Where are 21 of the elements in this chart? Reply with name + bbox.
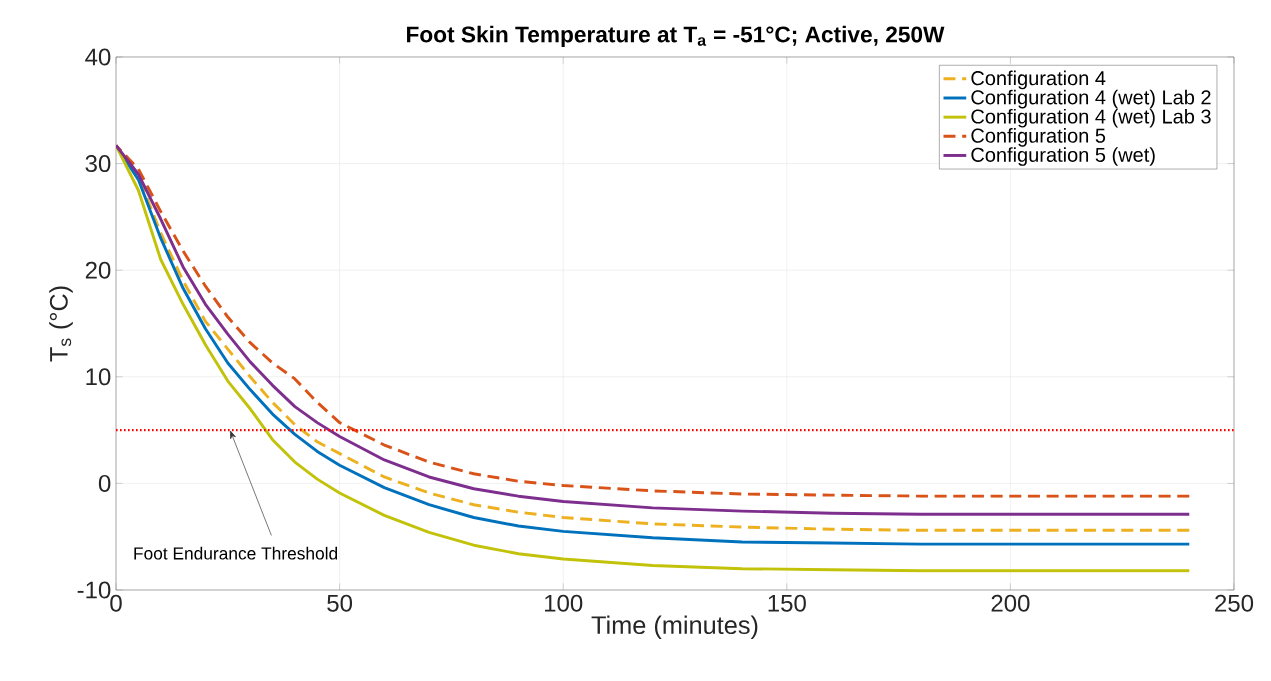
y-tick-label: -10 xyxy=(77,581,111,599)
legend-label: Configuration 4 (wet) Lab 2 xyxy=(971,89,1211,109)
x-tick-label: 150 xyxy=(768,594,806,612)
legend-label: Configuration 4 xyxy=(971,70,1106,90)
y-tick-label: 40 xyxy=(85,48,111,66)
y-tick-label: 20 xyxy=(85,261,111,279)
x-tick-label: 250 xyxy=(1215,594,1254,612)
x-axis-title: Time (minutes) xyxy=(591,615,758,640)
x-tick-label: 200 xyxy=(991,594,1030,612)
x-tick-label: 100 xyxy=(545,594,583,612)
annotation: Foot Endurance Threshold xyxy=(134,546,338,560)
y-tick-label: 30 xyxy=(85,155,111,173)
legend-label: Configuration 4 (wet) Lab 3 xyxy=(971,108,1211,128)
chart-title: Foot Skin Temperature at T$_{a}$ = -51°C; Active, 250W xyxy=(407,25,945,47)
legend-label: Configuration 5 xyxy=(971,128,1106,147)
legend-label: Configuration 5 (wet) xyxy=(971,147,1155,166)
y-tick-label: 0 xyxy=(98,474,111,492)
x-tick-label: 0 xyxy=(110,594,122,612)
x-tick-label: 50 xyxy=(327,594,353,612)
y-axis-title: T$_{s}$ (°C) xyxy=(49,286,73,362)
y-tick-label: 10 xyxy=(86,368,111,386)
